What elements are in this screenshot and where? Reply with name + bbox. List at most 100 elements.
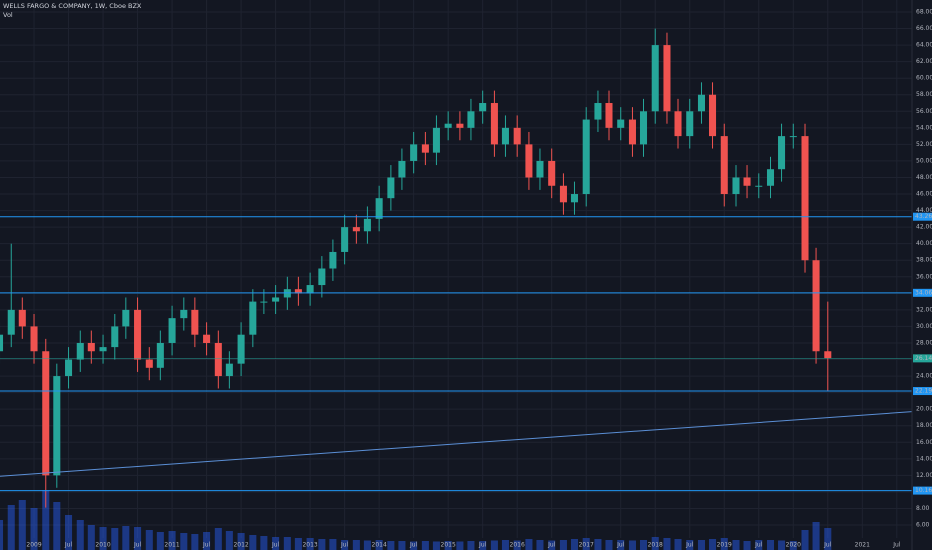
y-tick-label: 68.00: [916, 8, 932, 15]
y-tick-label: 52.00: [916, 141, 932, 148]
x-tick-label: 2013: [302, 542, 317, 549]
volume-bar: [191, 534, 199, 550]
price-label-box: [913, 486, 932, 495]
volume-bar: [134, 527, 142, 550]
volume-bar: [341, 540, 349, 550]
candle-body: [582, 119, 590, 195]
volume-bar: [156, 532, 164, 550]
volume-bar: [594, 539, 602, 550]
volume-bar: [214, 528, 222, 550]
candle-body: [249, 301, 257, 335]
y-tick-label: 40.00: [916, 240, 932, 247]
volume-bar: [122, 526, 130, 550]
volume-bar: [824, 528, 832, 550]
x-tick-label: 2014: [372, 542, 387, 549]
volume-bar: [7, 505, 15, 550]
volume-bar: [363, 540, 371, 550]
candle-body: [398, 160, 406, 178]
volume-bar: [812, 522, 820, 550]
volume-bar: [329, 539, 337, 550]
candle-body: [352, 227, 360, 232]
candle-body: [801, 136, 809, 261]
volume-bar: [686, 540, 694, 550]
volume-bar: [709, 539, 717, 550]
volume-bar: [432, 541, 440, 550]
volume-bar: [352, 540, 360, 550]
volume-bar: [766, 540, 775, 550]
candle-body: [686, 111, 694, 137]
x-tick-label: Jul: [754, 542, 763, 549]
y-tick-label: 18.00: [916, 422, 932, 429]
candle-body: [639, 111, 648, 145]
volume-bar: [225, 531, 233, 550]
chart-title: WELLS FARGO & COMPANY, 1W, Cboe BZX: [3, 2, 142, 10]
volume-bar: [421, 541, 429, 550]
candle-body: [363, 218, 371, 232]
y-tick-label: 62.00: [916, 58, 932, 65]
x-tick-label: Jul: [478, 542, 487, 549]
y-tick-label: 42.00: [916, 224, 932, 231]
candle-body: [479, 103, 487, 112]
volume-bar: [536, 540, 544, 550]
candle-body: [0, 334, 4, 352]
candle-body: [410, 144, 418, 161]
candle-body: [570, 194, 578, 203]
candle-body: [225, 363, 233, 377]
volume-bar: [168, 531, 176, 550]
candle-body: [272, 297, 280, 302]
volume-bar: [513, 540, 521, 550]
candle-body: [559, 185, 567, 203]
candle-body: [755, 185, 763, 187]
x-tick-label: Jul: [271, 542, 280, 549]
x-tick-label: Jul: [133, 542, 142, 549]
volume-bar: [180, 533, 188, 550]
candle-body: [318, 268, 326, 286]
y-tick-label: 54.00: [916, 124, 932, 131]
candle-body: [7, 309, 15, 335]
volume-bar: [651, 537, 659, 550]
volume-bar: [582, 538, 590, 550]
candle-body: [605, 103, 613, 128]
volume-bar: [249, 535, 257, 550]
candle-body: [697, 94, 706, 112]
x-tick-label: 2017: [579, 542, 594, 549]
grid: [0, 0, 912, 538]
volume-bar: [375, 540, 383, 550]
volume-bar: [490, 540, 498, 550]
candle-body: [76, 342, 84, 360]
y-tick-label: 24.00: [916, 373, 932, 380]
volume-bar: [306, 538, 314, 550]
candle-body: [42, 351, 50, 476]
candle-body: [99, 347, 107, 352]
price-axis: 6.008.0010.0012.0014.0016.0018.0020.0022…: [26, 8, 932, 549]
candle-body: [709, 94, 717, 137]
candle-body: [203, 334, 211, 343]
candle-body: [237, 334, 245, 364]
candle-body: [145, 359, 153, 368]
price-label-box: [913, 387, 932, 396]
candle-body: [387, 177, 395, 199]
volume-bar: [778, 540, 786, 550]
volume-bar: [674, 539, 682, 550]
y-tick-label: 16.00: [916, 439, 932, 446]
x-tick-label: 2011: [164, 542, 179, 549]
candle-body: [432, 127, 440, 153]
volume-bar: [743, 541, 751, 550]
candle-body: [456, 123, 464, 128]
candle-body: [421, 144, 429, 153]
x-tick-label: Jul: [202, 542, 211, 549]
y-tick-label: 44.00: [916, 207, 932, 214]
price-pane: [0, 28, 913, 508]
candle-body: [628, 119, 636, 145]
y-tick-label: 64.00: [916, 42, 932, 49]
x-tick-label: Jul: [823, 542, 832, 549]
volume-bar: [628, 540, 636, 550]
y-tick-label: 38.00: [916, 257, 932, 264]
volume-bar: [548, 540, 556, 550]
volume-bar: [467, 541, 475, 550]
candle-body: [156, 342, 164, 368]
last-price-label: 26.14: [915, 355, 932, 362]
volume-bar: [398, 541, 406, 550]
